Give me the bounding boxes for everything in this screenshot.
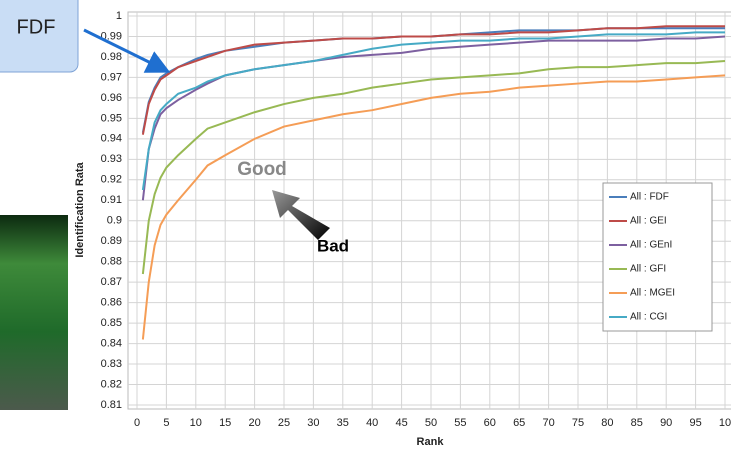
y-tick-label: 0.93 <box>101 153 122 165</box>
y-tick-label: 0.86 <box>101 297 122 309</box>
y-tick-label: 0.9 <box>107 215 122 227</box>
x-tick-label: 35 <box>337 417 349 429</box>
legend-label: All : CGI <box>630 312 667 323</box>
y-tick-label: 0.95 <box>101 112 122 124</box>
callout-text: FDF <box>17 16 56 38</box>
y-tick-label: 0.88 <box>101 256 122 268</box>
x-tick-label: 45 <box>395 417 407 429</box>
x-tick-label: 65 <box>513 417 525 429</box>
bad-label: Bad <box>317 236 349 255</box>
y-tick-label: 0.83 <box>101 358 122 370</box>
plot: 0.81 0.82 0.83 0.84 0.85 0.86 0.87 0.88 0.89 0.9 0… <box>74 10 731 448</box>
x-tick-label: 20 <box>248 417 260 429</box>
x-tick-label: 40 <box>366 417 378 429</box>
x-tick-label: 10 <box>719 417 731 429</box>
x-tick-label: 30 <box>307 417 319 429</box>
x-tick-label: 0 <box>134 417 140 429</box>
y-tick-label: 0.85 <box>101 317 122 329</box>
x-tick-label: 5 <box>163 417 169 429</box>
x-tick-label: 95 <box>689 417 701 429</box>
x-tick-label: 75 <box>572 417 584 429</box>
x-tick-label: 85 <box>631 417 643 429</box>
photo <box>0 215 68 410</box>
y-tick-label: 0.91 <box>101 194 122 206</box>
y-axis-label: Identification Rata <box>74 161 86 257</box>
y-tick-label: 0.89 <box>101 235 122 247</box>
x-tick-label: 10 <box>190 417 202 429</box>
legend-box <box>603 183 712 331</box>
y-tick-label: 0.81 <box>101 399 122 411</box>
x-axis-label: Rank <box>417 436 445 448</box>
x-tick-label: 60 <box>484 417 496 429</box>
y-tick-label: 1 <box>116 10 122 22</box>
y-tick-label: 0.84 <box>101 337 122 349</box>
legend-label: All : GFI <box>630 264 666 275</box>
x-tick-label: 50 <box>425 417 437 429</box>
x-tick-label: 25 <box>278 417 290 429</box>
x-tick-label: 55 <box>454 417 466 429</box>
y-tick-label: 0.98 <box>101 51 122 63</box>
page: 0.81 0.82 0.83 0.84 0.85 0.86 0.87 0.88 0.89 0.9 0… <box>0 0 731 450</box>
y-tick-label: 0.82 <box>101 378 122 390</box>
y-tick-label: 0.87 <box>101 276 122 288</box>
chart: 0.81 0.82 0.83 0.84 0.85 0.86 0.87 0.88 0.89 0.9 0… <box>0 0 731 450</box>
y-tick-label: 0.92 <box>101 174 122 186</box>
x-tick-label: 70 <box>542 417 554 429</box>
legend-label: All : MGEI <box>630 288 675 299</box>
y-tick-label: 0.97 <box>101 71 122 83</box>
y-tick-label: 0.94 <box>101 133 122 145</box>
x-tick-label: 90 <box>660 417 672 429</box>
legend-label: All : GEI <box>630 216 667 227</box>
y-tick-label: 0.96 <box>101 92 122 104</box>
legend-label: All : GEnI <box>630 240 672 251</box>
legend-label: All : FDF <box>630 192 669 203</box>
x-tick-label: 80 <box>601 417 613 429</box>
good-label: Good <box>237 159 287 180</box>
x-tick-label: 15 <box>219 417 231 429</box>
